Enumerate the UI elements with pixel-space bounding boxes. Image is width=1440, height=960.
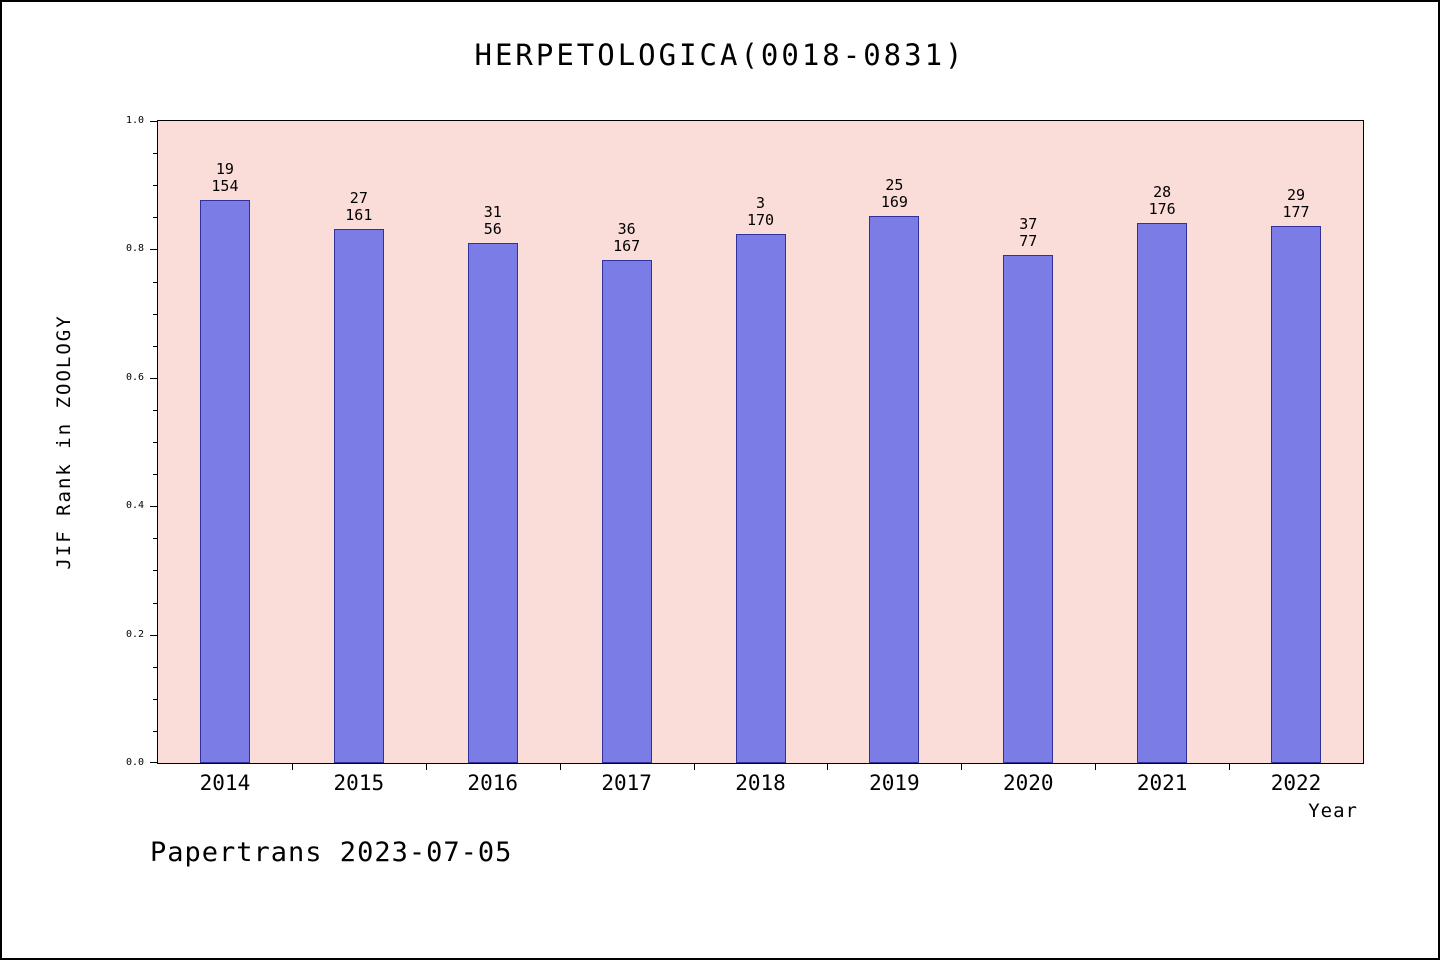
- ytick-minor-mark: [153, 409, 157, 411]
- bar-total-2021: 176: [1148, 200, 1176, 218]
- xtick-mark: [1229, 764, 1231, 770]
- xtick-label-2017: 2017: [601, 771, 652, 795]
- xtick-mark: [559, 764, 561, 770]
- bar-label-2018: 3 170: [747, 195, 774, 229]
- xtick-label-2019: 2019: [869, 771, 920, 795]
- xtick-label-2016: 2016: [467, 771, 519, 795]
- y-axis-title: JIF Rank in ZOOLOGY: [53, 314, 75, 570]
- bar-label-2017: 36 167: [613, 221, 640, 255]
- ytick-minor-mark: [153, 602, 157, 604]
- ytick-minor-mark: [153, 313, 157, 315]
- ytick-mark-0.8: [150, 249, 157, 251]
- xtick-mark: [291, 764, 293, 770]
- bar-label-2015: 27 161: [345, 190, 372, 224]
- xtick-label-2015: 2015: [333, 771, 385, 795]
- bar-rank-2014: 19: [215, 160, 234, 178]
- ytick-minor-mark: [153, 730, 157, 732]
- bar-label-2021: 28 176: [1149, 184, 1176, 218]
- xtick-label-2014: 2014: [199, 771, 251, 795]
- xtick-mark: [425, 764, 427, 770]
- bar-2020: [1003, 255, 1054, 763]
- ytick-mark-0.6: [150, 377, 157, 379]
- ytick-minor-mark: [153, 185, 157, 187]
- ytick-label-0.0: 0.0: [125, 757, 144, 768]
- xtick-mark: [961, 764, 963, 770]
- xtick-label-2021: 2021: [1136, 771, 1188, 795]
- ytick-minor-mark: [153, 345, 157, 347]
- ytick-minor-mark: [153, 666, 157, 668]
- xtick-mark: [1095, 764, 1097, 770]
- ytick-minor-mark: [153, 538, 157, 540]
- bar-2014: [199, 200, 250, 763]
- ytick-mark-0.2: [150, 634, 157, 636]
- footer-note: Papertrans 2023-07-05: [150, 837, 513, 868]
- bar-total-2017: 167: [613, 237, 641, 255]
- bar-total-2015: 161: [345, 206, 373, 224]
- ytick-label-0.2: 0.2: [125, 628, 144, 640]
- bar-total-2014: 154: [211, 177, 239, 195]
- bar-rank-2020: 37: [1019, 215, 1038, 233]
- xtick-label-2020: 2020: [1002, 771, 1054, 795]
- bar-label-2014: 19 154: [211, 161, 238, 195]
- ytick-label-0.6: 0.6: [125, 371, 144, 383]
- bar-rank-2015: 27: [349, 189, 368, 207]
- bar-total-2022: 177: [1282, 203, 1310, 221]
- ytick-minor-mark: [153, 698, 157, 700]
- bar-total-2020: 77: [1019, 232, 1038, 250]
- ytick-minor-mark: [153, 570, 157, 572]
- plot-area: 19 154 2014 27 161 2015 31 56 2016 36 167 2017 3 170 2…: [126, 115, 1364, 795]
- ytick-minor-mark: [153, 217, 157, 219]
- bar-2016: [467, 243, 518, 763]
- bar-label-2020: 37 77: [1019, 216, 1037, 250]
- bar-2017: [601, 260, 652, 763]
- bar-label-2019: 25 169: [881, 177, 908, 211]
- ytick-label-1.0: 1.0: [125, 115, 144, 126]
- xtick-label-2022: 2022: [1270, 771, 1322, 795]
- bar-2019: [869, 216, 920, 763]
- ytick-mark-1.0: [150, 121, 157, 122]
- ytick-minor-mark: [153, 442, 157, 443]
- xtick-mark: [693, 764, 695, 770]
- bar-total-2019: 169: [880, 193, 908, 211]
- ytick-minor-mark: [153, 474, 157, 476]
- bar-rank-2021: 28: [1153, 183, 1172, 201]
- ytick-label-0.8: 0.8: [125, 243, 144, 255]
- bar-total-2016: 56: [483, 220, 502, 238]
- ytick-mark-0.0: [150, 762, 157, 763]
- bar-2022: [1271, 226, 1322, 763]
- ytick-mark-0.4: [150, 506, 157, 508]
- bar-rank-2016: 31: [483, 203, 502, 221]
- bar-rank-2022: 29: [1287, 186, 1306, 204]
- bar-2015: [333, 229, 384, 763]
- ytick-label-0.4: 0.4: [125, 500, 144, 512]
- bar-2021: [1137, 223, 1188, 763]
- chart-title: HERPETOLOGICA(0018-0831): [474, 38, 966, 72]
- bar-total-2018: 170: [746, 211, 775, 229]
- bar-rank-2019: 25: [885, 176, 904, 194]
- x-axis-title: Year: [1308, 800, 1358, 822]
- bar-rank-2017: 36: [617, 220, 636, 238]
- ytick-minor-mark: [153, 281, 157, 283]
- bar-rank-2018: 3: [755, 194, 766, 212]
- bar-label-2016: 31 56: [484, 204, 502, 238]
- bar-2018: [735, 234, 786, 763]
- ytick-minor-mark: [153, 153, 157, 155]
- xtick-label-2018: 2018: [735, 771, 786, 795]
- xtick-mark: [827, 764, 829, 770]
- bar-label-2022: 29 177: [1283, 187, 1310, 221]
